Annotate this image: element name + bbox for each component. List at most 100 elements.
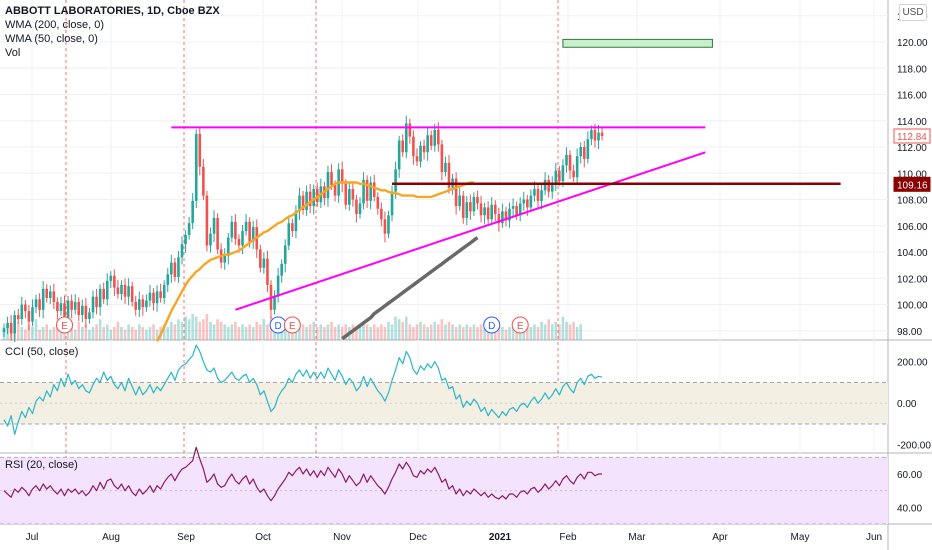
candle-body[interactable] [511,206,515,209]
candle-body[interactable] [298,195,301,212]
candle-body[interactable] [237,238,241,246]
candle-body[interactable] [2,328,6,333]
candle-body[interactable] [66,300,70,318]
candle-body[interactable] [412,136,415,157]
candle-body[interactable] [529,195,533,208]
candle-body[interactable] [130,286,134,302]
candle-body[interactable] [205,195,209,246]
candle-body[interactable] [465,202,469,218]
event-marker[interactable] [283,316,301,334]
cci-line[interactable] [3,344,603,435]
candle-body[interactable] [287,223,291,246]
candle-body[interactable] [198,133,202,167]
candle-body[interactable] [472,196,476,212]
event-marker[interactable] [511,316,529,334]
legend-wma50[interactable]: WMA (50, close, 0) [5,33,98,45]
candle-body[interactable] [501,211,504,224]
candle-body[interactable] [422,145,426,153]
candle-body[interactable] [244,221,248,232]
candle-body[interactable] [145,300,148,308]
candle-body[interactable] [333,185,337,196]
candle-body[interactable] [52,291,56,302]
candle-body[interactable] [134,301,138,310]
candle-body[interactable] [251,227,255,242]
candle-body[interactable] [56,301,59,312]
candle-body[interactable] [483,207,486,216]
candle-body[interactable] [31,307,34,322]
candle-body[interactable] [600,132,604,136]
event-marker[interactable] [483,316,501,334]
candle-body[interactable] [216,217,219,250]
candle-body[interactable] [173,262,177,277]
candle-body[interactable] [312,189,316,207]
candle-body[interactable] [355,199,358,214]
candle-body[interactable] [497,213,501,224]
candle-body[interactable] [326,171,330,199]
candle-body[interactable] [209,233,212,246]
candle-body[interactable] [155,291,159,304]
candle-body[interactable] [397,140,401,170]
candle-body[interactable] [294,211,298,232]
candle-body[interactable] [9,322,13,334]
candle-body[interactable] [365,179,369,201]
candle-body[interactable] [102,288,105,300]
candle-body[interactable] [13,315,16,334]
candle-body[interactable] [127,286,130,297]
candle-body[interactable] [358,203,362,214]
candle-body[interactable] [280,263,283,276]
candle-body[interactable] [184,234,187,245]
candle-body[interactable] [526,199,529,208]
rsi-pane[interactable] [0,446,888,525]
candle-body[interactable] [561,165,565,182]
candle-body[interactable] [84,305,88,319]
candle-body[interactable] [276,275,280,297]
candle-body[interactable] [340,169,344,184]
candle-body[interactable] [461,195,465,218]
candle-body[interactable] [437,129,440,145]
candle-body[interactable] [533,189,536,196]
currency-button[interactable]: USD [899,4,927,21]
candle-body[interactable] [20,304,24,319]
candle-body[interactable] [230,221,234,238]
candle-body[interactable] [6,322,9,329]
candle-body[interactable] [191,200,194,224]
candle-body[interactable] [593,129,597,141]
candle-body[interactable] [180,244,184,258]
trend-line[interactable] [235,151,706,311]
legend-wma200[interactable]: WMA (200, close, 0) [5,19,105,31]
candle-body[interactable] [454,178,458,207]
candle-body[interactable] [305,191,308,211]
candle-body[interactable] [401,140,405,153]
candle-body[interactable] [372,182,376,197]
candle-body[interactable] [166,274,170,285]
candle-body[interactable] [308,191,312,207]
candle-body[interactable] [586,139,590,159]
candle-body[interactable] [88,312,91,319]
candle-body[interactable] [543,179,547,191]
candle-body[interactable] [390,191,394,216]
candle-body[interactable] [266,258,269,285]
candle-body[interactable] [212,217,216,234]
candle-body[interactable] [369,182,372,201]
candle-body[interactable] [177,257,180,277]
cci-pane[interactable] [0,344,888,435]
candle-body[interactable] [344,183,348,205]
candle-body[interactable] [283,245,287,264]
candle-body[interactable] [597,132,600,141]
candle-body[interactable] [38,299,41,310]
candle-body[interactable] [440,144,444,172]
candle-body[interactable] [558,170,561,182]
candle-body[interactable] [70,300,73,310]
candle-body[interactable] [522,199,526,204]
candle-body[interactable] [81,305,84,316]
candle-body[interactable] [98,288,102,308]
candle-body[interactable] [194,133,198,201]
candle-body[interactable] [575,156,579,178]
candle-body[interactable] [547,179,550,192]
candle-body[interactable] [137,299,141,310]
candle-body[interactable] [259,249,262,268]
candle-body[interactable] [202,166,205,196]
candle-body[interactable] [504,211,508,221]
